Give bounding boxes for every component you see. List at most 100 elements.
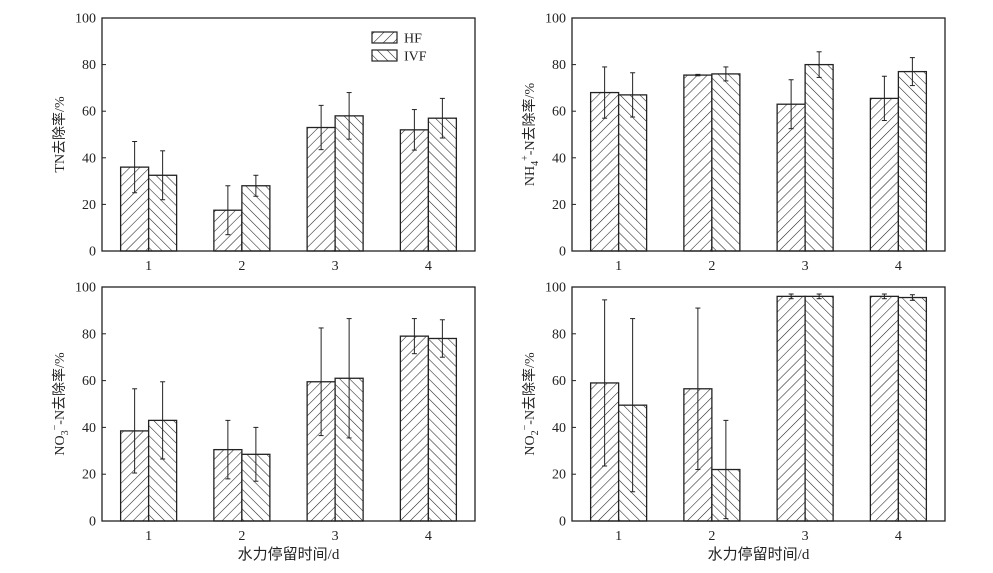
- panel-1: 0 20 40 60 80 100 1 2 3 4 TN去除率/% HF IVF: [51, 12, 476, 274]
- plot-frame: [571, 286, 946, 522]
- error-bar-IVF-3: [816, 51, 822, 78]
- y-tick-label: 60: [82, 374, 96, 389]
- bar-IVF-3: [804, 295, 834, 522]
- bar-HF-1: [589, 91, 620, 252]
- legend-label: HF: [404, 32, 422, 47]
- error-bar-HF-1: [132, 388, 138, 474]
- y-tick-label: 40: [552, 151, 566, 166]
- bar-HF-2: [683, 74, 713, 252]
- error-bar-HF-3: [788, 79, 794, 130]
- y-tick-label: 100: [75, 281, 96, 296]
- x-tick-label: 4: [895, 529, 902, 544]
- error-bar-HF-4: [881, 75, 887, 122]
- legend: HF IVF: [371, 31, 427, 65]
- error-bar-HF-2: [695, 307, 701, 471]
- error-bar-HF-3: [318, 104, 324, 151]
- error-bar-HF-2: [225, 419, 231, 480]
- y-tick-label: 60: [552, 105, 566, 120]
- y-tick-label: 60: [82, 105, 96, 120]
- plot-frame: [571, 17, 946, 252]
- x-tick-label: 2: [708, 259, 715, 274]
- y-axis-label-part: NH: [523, 166, 538, 186]
- bar-IVF-1: [617, 94, 648, 252]
- error-bar-IVF-2: [723, 66, 729, 82]
- legend-swatch: [371, 31, 398, 44]
- x-tick-label: 4: [425, 529, 432, 544]
- plot-frame: [101, 17, 476, 252]
- legend-item-IVF: IVF: [371, 49, 427, 65]
- legend-swatch: [371, 49, 398, 62]
- x-tick-label: 3: [802, 259, 809, 274]
- legend-item-HF: HF: [371, 31, 422, 47]
- error-bar-IVF-2: [253, 174, 259, 197]
- x-tick-label: 2: [238, 259, 245, 274]
- error-bar-IVF-1: [160, 150, 166, 201]
- x-tick-label: 3: [332, 259, 339, 274]
- y-axis-label: NO3−-N去除率/%: [50, 352, 71, 456]
- y-axis-label-part: TN去除率/%: [51, 96, 68, 173]
- error-bar-IVF-4: [909, 294, 915, 301]
- x-axis-label: 水力停留时间/d: [708, 546, 810, 563]
- y-tick-label: 20: [82, 468, 96, 483]
- y-axis-label-part: 2: [530, 430, 541, 435]
- error-bar-HF-2: [695, 73, 701, 77]
- error-bar-IVF-4: [439, 97, 445, 139]
- error-bar-IVF-1: [160, 381, 166, 460]
- error-bar-HF-2: [225, 185, 231, 236]
- error-bar-HF-4: [411, 318, 417, 355]
- y-axis-label-part: 4: [530, 161, 541, 166]
- y-axis-label-part: -N去除率/%: [51, 352, 68, 425]
- bar-IVF-4: [897, 296, 928, 522]
- y-tick-label: 20: [82, 198, 96, 213]
- y-tick-label: 100: [545, 12, 566, 27]
- bar-IVF-3: [804, 63, 834, 252]
- error-bar-HF-4: [881, 293, 887, 300]
- y-tick-label: 0: [559, 245, 566, 260]
- y-tick-label: 20: [552, 468, 566, 483]
- error-bar-HF-1: [602, 299, 608, 467]
- bar-HF-3: [776, 295, 806, 522]
- x-tick-label: 1: [615, 529, 622, 544]
- y-tick-label: 40: [82, 151, 96, 166]
- y-axis-label-part: +: [520, 155, 531, 161]
- y-axis-label: NO2−-N去除率/%: [520, 352, 541, 456]
- y-tick-label: 100: [75, 12, 96, 27]
- y-axis-label-part: NO: [53, 435, 68, 455]
- y-tick-label: 60: [552, 374, 566, 389]
- y-tick-label: 20: [552, 198, 566, 213]
- y-tick-label: 0: [89, 515, 96, 530]
- x-tick-label: 4: [895, 259, 902, 274]
- error-bar-IVF-2: [723, 419, 729, 520]
- y-axis-label-part: -N去除率/%: [521, 352, 538, 425]
- y-axis-label-part: -N去除率/%: [521, 83, 538, 156]
- y-tick-label: 40: [552, 421, 566, 436]
- error-bar-HF-1: [132, 140, 138, 194]
- x-tick-label: 4: [425, 259, 432, 274]
- x-tick-label: 3: [802, 529, 809, 544]
- y-tick-label: 100: [545, 281, 566, 296]
- error-bar-IVF-3: [346, 318, 352, 439]
- plot-frame: [101, 286, 476, 522]
- error-bar-IVF-4: [439, 319, 445, 358]
- y-tick-label: 80: [82, 58, 96, 73]
- error-bar-IVF-2: [253, 426, 259, 482]
- x-tick-label: 1: [145, 259, 152, 274]
- x-tick-label: 2: [238, 529, 245, 544]
- y-tick-label: 80: [552, 327, 566, 342]
- error-bar-IVF-3: [346, 92, 352, 140]
- y-axis-label-part: −: [50, 424, 61, 430]
- bar-HF-4: [399, 335, 430, 522]
- x-tick-label: 1: [615, 259, 622, 274]
- y-axis-label: NH4+-N去除率/%: [520, 83, 541, 187]
- bar-IVF-4: [427, 117, 458, 252]
- error-bar-IVF-3: [816, 293, 822, 300]
- bar-HF-4: [869, 295, 900, 522]
- error-bar-HF-3: [788, 293, 794, 300]
- y-axis-label-part: −: [520, 424, 531, 430]
- error-bar-IVF-1: [630, 72, 636, 118]
- error-bar-HF-4: [411, 109, 417, 151]
- x-tick-label: 3: [332, 529, 339, 544]
